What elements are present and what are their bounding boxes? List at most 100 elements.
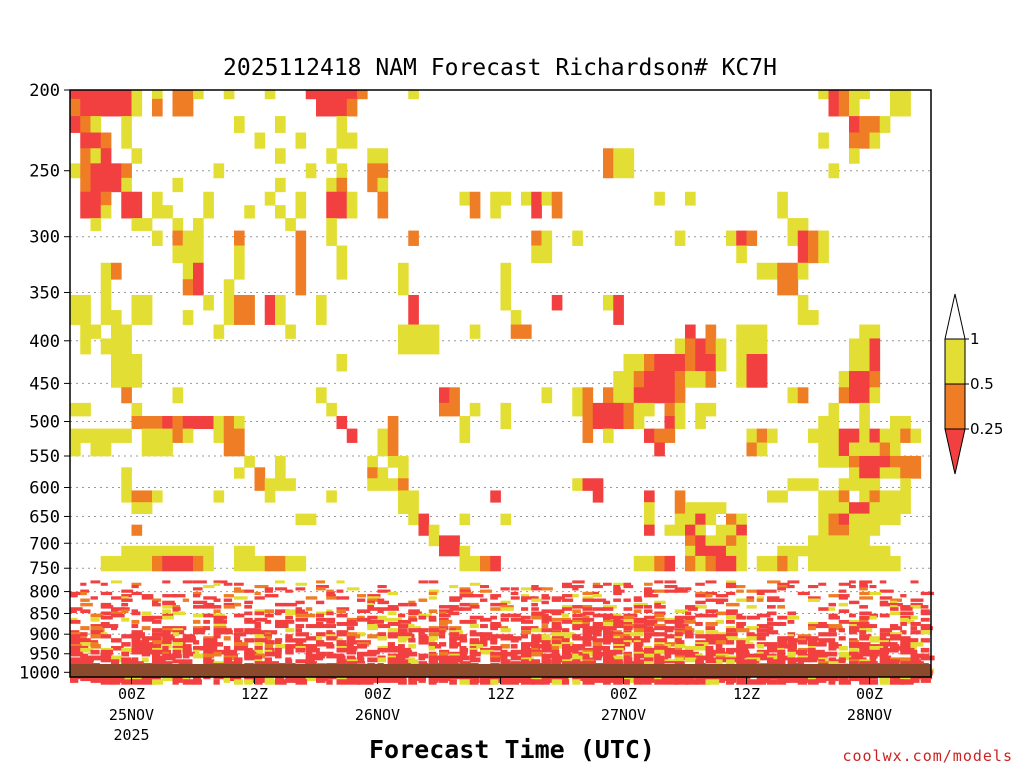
bl-streak xyxy=(377,657,387,663)
bl-streak xyxy=(879,644,889,649)
bl-streak xyxy=(644,634,652,639)
bl-streak xyxy=(685,611,692,616)
bl-streak xyxy=(100,605,114,609)
ri-cell xyxy=(756,428,768,443)
bl-streak xyxy=(70,591,85,596)
ri-cell xyxy=(141,310,153,325)
bl-streak xyxy=(521,596,536,600)
bl-streak xyxy=(572,651,586,657)
ri-cell xyxy=(654,387,665,404)
bl-streak xyxy=(777,679,787,685)
bl-streak xyxy=(305,596,318,600)
bl-streak xyxy=(859,585,869,589)
bl-streak xyxy=(674,619,685,624)
bl-streak xyxy=(357,609,371,614)
bl-streak xyxy=(316,642,328,647)
bl-streak xyxy=(644,621,655,626)
ri-cell xyxy=(459,416,471,430)
ri-cell xyxy=(890,502,901,515)
bl-streak xyxy=(603,626,617,631)
ri-cell xyxy=(818,513,829,526)
ri-cell xyxy=(592,416,604,430)
bl-streak xyxy=(920,626,933,631)
ri-cell xyxy=(787,218,799,231)
ri-cell xyxy=(859,524,870,536)
bl-streak xyxy=(223,602,237,607)
bl-streak xyxy=(213,613,225,618)
ri-cell xyxy=(613,371,624,388)
bl-streak xyxy=(111,638,122,643)
ri-cell xyxy=(336,205,348,219)
bl-streak xyxy=(459,589,471,593)
bl-streak xyxy=(541,600,549,605)
ri-cell xyxy=(685,338,696,355)
bl-streak xyxy=(654,605,666,609)
ri-cell xyxy=(736,524,747,536)
ri-cell xyxy=(90,177,102,193)
bl-streak xyxy=(357,679,369,685)
bl-streak xyxy=(879,589,894,593)
ri-cell xyxy=(664,353,676,372)
bl-streak xyxy=(469,651,481,657)
bl-streak xyxy=(162,615,174,620)
bl-streak xyxy=(849,621,860,626)
boundary-layer-streaks xyxy=(70,580,935,685)
bl-streak xyxy=(726,585,738,589)
ri-cell xyxy=(90,90,102,100)
bl-streak xyxy=(213,615,228,620)
bl-streak xyxy=(531,596,539,600)
bl-streak xyxy=(367,626,379,631)
ri-cell xyxy=(100,177,112,193)
bl-streak xyxy=(633,602,648,607)
ri-cell xyxy=(818,502,829,515)
ri-cell xyxy=(828,513,840,526)
bl-streak xyxy=(879,596,893,600)
bl-streak xyxy=(613,587,621,591)
bl-streak xyxy=(664,644,671,649)
bl-streak xyxy=(674,632,683,637)
ri-cell xyxy=(726,535,737,547)
bl-streak xyxy=(592,642,603,647)
ri-cell xyxy=(70,428,81,443)
ri-cell xyxy=(736,555,747,572)
ri-cell xyxy=(316,294,327,311)
bl-streak xyxy=(387,628,402,633)
x-axis-label: Forecast Time (UTC) xyxy=(369,735,655,764)
bl-streak xyxy=(469,644,484,649)
bl-streak xyxy=(859,615,872,620)
ri-cell xyxy=(70,90,81,100)
ri-cell xyxy=(387,428,399,443)
ri-cell xyxy=(756,353,768,372)
bl-streak xyxy=(726,628,737,633)
bl-streak xyxy=(377,619,384,624)
ri-cell xyxy=(726,524,737,536)
ri-cell xyxy=(849,442,860,457)
ri-cell xyxy=(121,163,132,179)
bl-streak xyxy=(264,609,275,614)
ri-cell xyxy=(808,545,819,557)
ri-cell xyxy=(674,524,686,536)
ri-cell xyxy=(859,555,870,572)
ri-cell xyxy=(377,467,389,479)
ri-cell xyxy=(685,371,696,388)
ri-cell xyxy=(808,555,819,572)
bl-streak xyxy=(336,621,348,626)
bl-streak xyxy=(828,645,837,651)
bl-streak xyxy=(428,615,437,620)
ri-cell xyxy=(838,490,850,503)
bl-streak xyxy=(562,607,573,611)
bl-streak xyxy=(685,626,692,631)
ri-cell xyxy=(849,455,860,468)
bl-streak xyxy=(234,642,249,647)
bl-streak xyxy=(695,634,710,639)
bl-streak xyxy=(285,649,294,655)
ri-cell xyxy=(879,502,891,515)
ri-cell xyxy=(234,467,245,479)
bl-streak xyxy=(121,651,130,657)
bl-streak xyxy=(838,628,845,633)
ri-cell xyxy=(234,555,245,572)
bl-streak xyxy=(100,611,112,616)
ri-cell xyxy=(111,338,122,355)
ri-cell xyxy=(859,490,870,503)
ri-cell xyxy=(541,230,553,246)
